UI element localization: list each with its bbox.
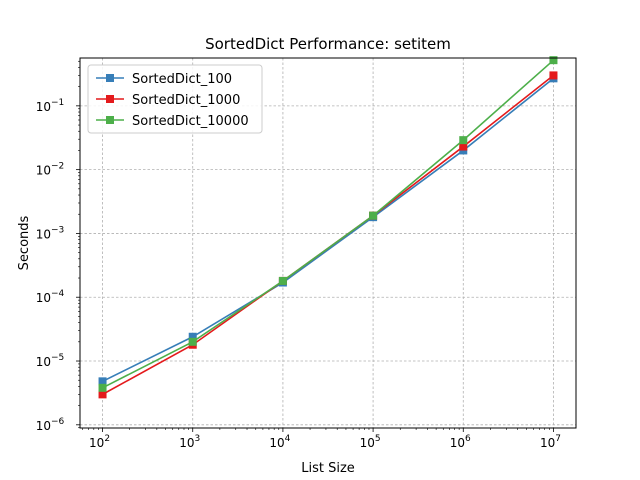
legend-marker: [106, 116, 114, 124]
grid: [80, 58, 576, 428]
series-line: [102, 77, 554, 383]
data-point: [278, 276, 287, 285]
data-point: [98, 383, 107, 392]
data-point: [188, 337, 197, 346]
data-point: [369, 211, 378, 220]
data-point: [549, 71, 558, 80]
x-tick-label-exponent: 7: [555, 434, 561, 444]
y-tick-label-exponent: −1: [51, 98, 64, 108]
legend-entry: SortedDict_100: [132, 72, 232, 87]
y-tick-label-exponent: −2: [51, 162, 64, 172]
y-tick-label-exponent: −6: [51, 417, 65, 427]
legend-entry: SortedDict_1000: [132, 93, 240, 108]
data-point: [459, 142, 468, 151]
plot-frame: [79, 57, 577, 429]
legend-marker: [106, 95, 114, 103]
x-tick-label-exponent: 4: [285, 434, 291, 444]
y-tick-label-exponent: −5: [51, 353, 64, 363]
x-tick-label-exponent: 5: [375, 434, 381, 444]
legend-box: [87, 64, 263, 134]
legend-marker: [106, 74, 114, 82]
data-point: [98, 390, 107, 399]
y-tick-label-exponent: −4: [51, 289, 65, 299]
legend: SortedDict_100 SortedDict_1000 SortedDict_…: [87, 64, 263, 134]
x-axis-label: List Size: [301, 461, 355, 476]
x-tick-label-exponent: 3: [195, 434, 201, 444]
y-tick-label-exponent: −3: [51, 225, 64, 235]
x-tick-label-exponent: 2: [104, 434, 110, 444]
y-axis-label: Seconds: [17, 215, 32, 270]
series-line: [102, 59, 554, 389]
data-point: [459, 136, 468, 145]
legend-entry: SortedDict_10000: [132, 114, 249, 129]
x-tick-label-exponent: 6: [465, 434, 471, 444]
data-point: [549, 56, 558, 65]
series-SortedDict_10000: [98, 56, 558, 392]
series-layer: [98, 56, 558, 399]
data-point: [98, 377, 107, 386]
chart-title: SortedDict Performance: setitem: [205, 35, 451, 53]
data-point: [188, 332, 197, 341]
